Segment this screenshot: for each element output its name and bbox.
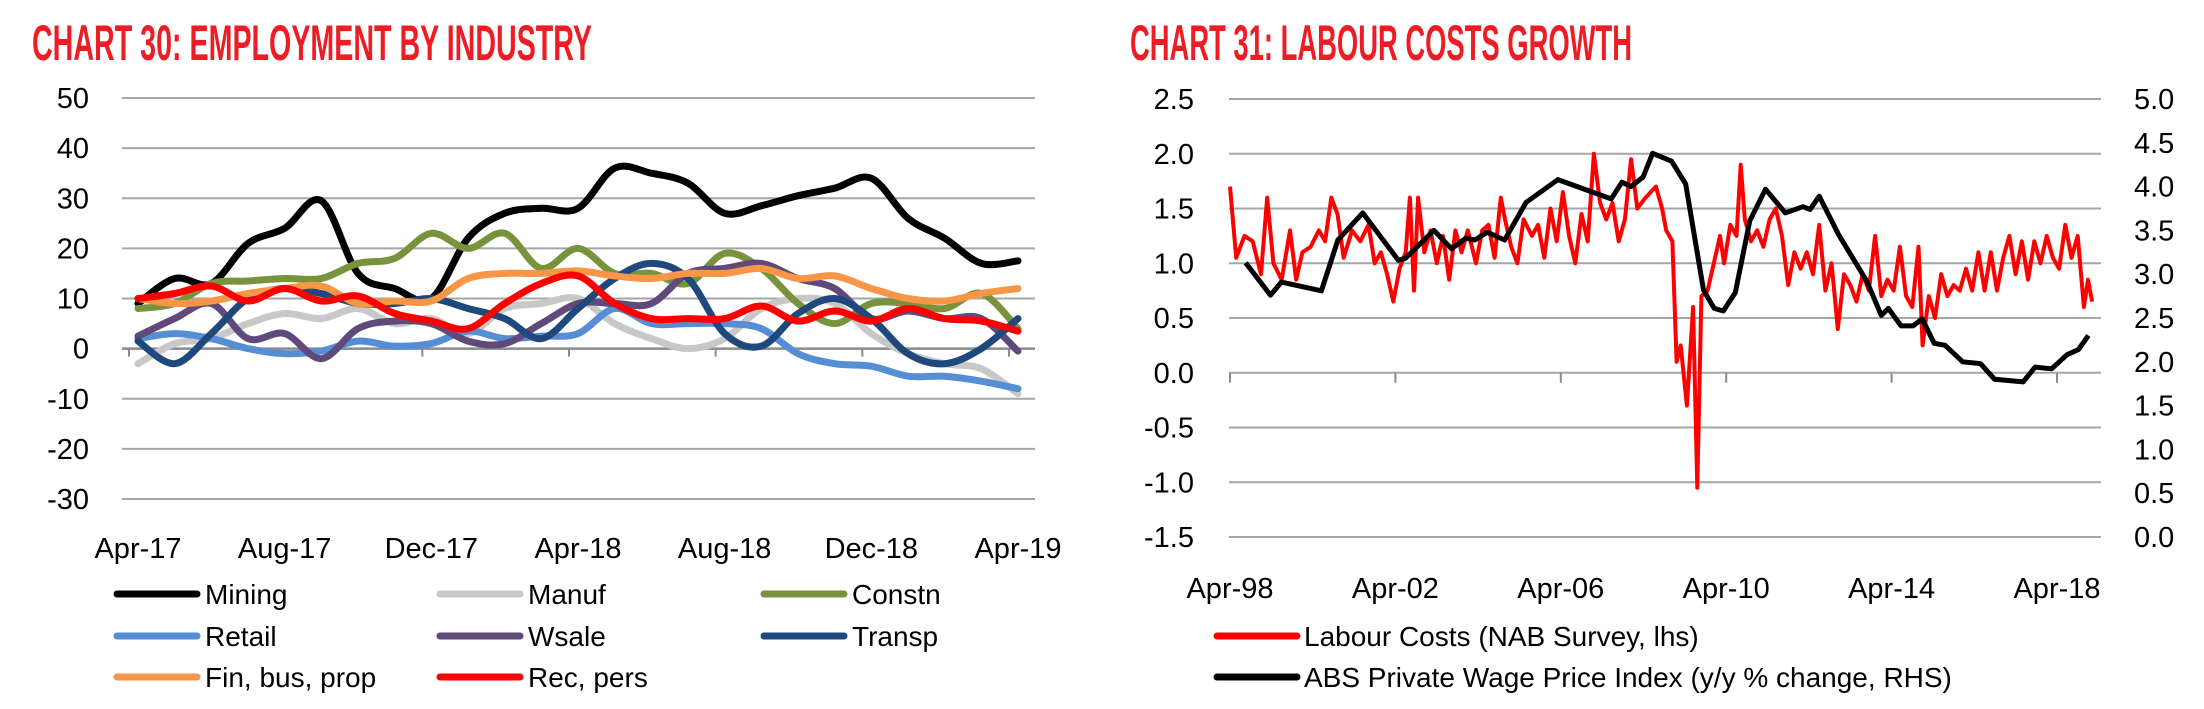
y-tick-label: -20	[47, 434, 89, 466]
x-axis-ticks: Apr-98 Apr-02 Apr-06 Apr-10 Apr-14 Apr-18	[1186, 573, 2100, 605]
chart-title: CHART 31: LABOUR COSTS GROWTH	[1130, 15, 1632, 71]
series-line-constn	[134, 229, 1022, 333]
legend-label-manuf: Manuf	[528, 579, 606, 610]
legend-label-transp: Transp	[852, 621, 938, 652]
x-tick-label: Apr-06	[1517, 573, 1604, 605]
y2-tick-label: 2.0	[2134, 347, 2174, 379]
y-tick-label: 20	[57, 233, 89, 265]
y-axis-ticks-right: 5.0 4.5 4.0 3.5 3.0 2.5 2.0 1.5 1.0 0.5 0.0	[2134, 84, 2174, 554]
x-axis-ticks: Apr-17 Aug-17 Dec-17 Apr-18 Aug-18 Dec-18 Apr-…	[94, 533, 1061, 565]
x-tick-label: Aug-17	[238, 533, 332, 565]
y-tick-label: 0.0	[1154, 358, 1194, 390]
x-tick-label: Apr-18	[534, 533, 621, 565]
series-line-abs-private-wage-price-index-y-y-change-rhs	[1243, 150, 2091, 385]
y2-tick-label: 1.0	[2134, 434, 2174, 466]
series-line-manuf	[134, 294, 1022, 398]
legend-label-retail: Retail	[205, 621, 277, 652]
y2-tick-label: 4.0	[2134, 172, 2174, 204]
y-tick-label: 30	[57, 183, 89, 215]
chart-title: CHART 30: EMPLOYMENT BY INDUSTRY	[32, 15, 592, 71]
y-axis-ticks-left: 2.5 2.0 1.5 1.0 0.5 0.0 -0.5 -1.0 -1.5	[1144, 84, 1194, 554]
series-lines	[1228, 150, 2095, 490]
y2-tick-label: 5.0	[2134, 84, 2174, 116]
x-tick-label: Dec-18	[825, 533, 919, 565]
y-tick-label: 2.5	[1154, 84, 1194, 116]
x-tick-label: Aug-18	[678, 533, 772, 565]
y-tick-label: 50	[57, 83, 89, 115]
x-tick-label: Apr-98	[1186, 573, 1273, 605]
y2-tick-label: 0.0	[2134, 522, 2174, 554]
chart-30-employment-by-industry: CHART 30: EMPLOYMENT BY INDUSTRY 50 40 30 2…	[32, 15, 1062, 693]
legend-label-abs-private-wage-price-index-y-y-change-rhs: ABS Private Wage Price Index (y/y % chan…	[1304, 662, 1952, 693]
series-line-retail	[134, 304, 1022, 393]
y2-tick-label: 3.0	[2134, 259, 2174, 291]
y-tick-label: 0	[73, 334, 89, 366]
y-tick-label: 1.5	[1154, 194, 1194, 226]
y2-tick-label: 0.5	[2134, 478, 2174, 510]
y-tick-label: -1.5	[1144, 522, 1194, 554]
x-tick-label: Apr-10	[1683, 573, 1770, 605]
legend: Labour Costs (NAB Survey, lhs) ABS Privat…	[1213, 621, 1952, 693]
y-tick-label: -30	[47, 484, 89, 516]
y-tick-label: -0.5	[1144, 413, 1194, 445]
x-tick-label: Apr-19	[974, 533, 1061, 565]
legend-label-labour-costs-nab-survey-lhs: Labour Costs (NAB Survey, lhs)	[1304, 621, 1699, 652]
legend-label-fin-bus-prop: Fin, bus, prop	[205, 662, 376, 693]
y2-tick-label: 3.5	[2134, 215, 2174, 247]
legend-label-rec-pers: Rec, pers	[528, 662, 648, 693]
gridlines	[1229, 98, 2101, 538]
y2-tick-label: 4.5	[2134, 128, 2174, 160]
y-tick-label: 2.0	[1154, 139, 1194, 171]
series-line-rec-pers	[134, 271, 1022, 335]
series-line-labour-costs-nab-survey-lhs	[1228, 151, 2095, 490]
y2-tick-label: 2.5	[2134, 303, 2174, 335]
series-lines	[134, 162, 1022, 398]
x-tick-label: Apr-17	[94, 533, 181, 565]
y-tick-label: 0.5	[1154, 303, 1194, 335]
x-tick-label: Apr-18	[2013, 573, 2100, 605]
x-tick-label: Apr-02	[1352, 573, 1439, 605]
y-tick-label: 10	[57, 284, 89, 316]
x-tick-label: Apr-14	[1848, 573, 1935, 605]
chart-31-labour-costs-growth: CHART 31: LABOUR COSTS GROWTH 2.5 2.0 1.5 1…	[1130, 15, 2174, 693]
x-tick-label: Dec-17	[385, 533, 479, 565]
legend-label-constn: Constn	[852, 579, 941, 610]
y-tick-label: -10	[47, 384, 89, 416]
y-axis-ticks: 50 40 30 20 10 0 -10 -20 -30	[47, 83, 89, 516]
y-tick-label: -1.0	[1144, 467, 1194, 499]
y2-tick-label: 1.5	[2134, 391, 2174, 423]
legend: Mining Manuf Constn Retail Wsale Transp Fin, b…	[113, 579, 941, 693]
series-line-mining	[134, 162, 1022, 308]
legend-label-mining: Mining	[205, 579, 287, 610]
y-tick-label: 40	[57, 133, 89, 165]
legend-label-wsale: Wsale	[528, 621, 606, 652]
y-tick-label: 1.0	[1154, 248, 1194, 280]
